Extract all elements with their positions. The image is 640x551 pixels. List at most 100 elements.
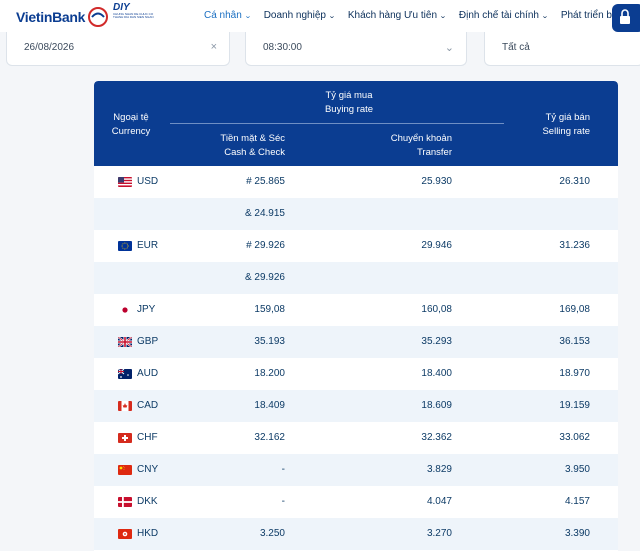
- jp-flag-icon: [118, 305, 132, 315]
- currency-code: GBP: [137, 336, 159, 347]
- table-row: CNY - 3.829 3.950: [94, 454, 618, 486]
- currency-header-en: Currency: [111, 126, 151, 137]
- transfer-header-en: Transfer: [416, 147, 452, 158]
- main-nav: Cá nhân ⌄ Doanh nghiệp ⌄ Khách hàng Ưu tiê…: [204, 10, 640, 21]
- cash-rate: 3.250: [259, 528, 285, 539]
- transfer-rate: 29.946: [421, 240, 452, 251]
- cash-header-vi: Tiền mặt & Séc: [220, 133, 285, 144]
- transfer-rate: 32.362: [421, 432, 452, 443]
- diy-certificate-badge: DIY CHUNG NHAN DE CHUC CO THANH DIA DAN …: [113, 2, 155, 28]
- cash-rate: 159,08: [254, 304, 285, 315]
- buying-header-en: Buying rate: [324, 104, 374, 115]
- nav-label: Doanh nghiệp: [263, 10, 326, 21]
- transfer-rate: 4.047: [426, 496, 452, 507]
- table-row: JPY 159,08 160,08 169,08: [94, 294, 618, 326]
- chevron-down-icon: ⌄: [328, 12, 336, 20]
- selling-rate: 3.950: [564, 464, 590, 475]
- buying-rate-header: Tỷ giá mua Buying rate: [294, 89, 404, 117]
- nav-label: Cá nhân: [204, 10, 242, 21]
- transfer-rate: 18.609: [421, 400, 452, 411]
- cash-rate: 32.162: [254, 432, 285, 443]
- eu-flag-icon: [118, 241, 132, 251]
- vietinbank-logo[interactable]: VietinBank: [16, 6, 109, 28]
- transfer-rate: 3.829: [426, 464, 452, 475]
- chevron-down-icon: ⌄: [541, 12, 549, 20]
- cash-rate: -: [281, 496, 285, 507]
- transfer-rate: 18.400: [421, 368, 452, 379]
- nav-item-dinh-che-tai-chinh[interactable]: Định chế tài chính ⌄: [458, 10, 549, 21]
- date-picker-field[interactable]: 26/08/2026 ×: [6, 32, 230, 66]
- nav-item-ca-nhan[interactable]: Cá nhân ⌄: [204, 10, 252, 21]
- date-value: 26/08/2026: [24, 42, 75, 53]
- currency-header: Ngoại tệ Currency: [111, 111, 151, 139]
- login-button[interactable]: [612, 4, 640, 32]
- table-row: CAD 18.409 18.609 19.159: [94, 390, 618, 422]
- dk-flag-icon: [118, 497, 132, 507]
- selling-header-vi: Tỷ giá bán: [545, 112, 590, 123]
- header-divider: [170, 123, 504, 124]
- currency-code: EUR: [137, 240, 159, 251]
- transfer-rate: 25.930: [421, 176, 452, 187]
- buying-header-vi: Tỷ giá mua: [325, 90, 373, 101]
- chevron-down-icon: ⌄: [444, 42, 454, 54]
- type-select-field[interactable]: Tất cả: [484, 32, 640, 66]
- table-row: CHF 32.162 32.362 33.062: [94, 422, 618, 454]
- table-row: HKD 3.250 3.270 3.390: [94, 518, 618, 550]
- time-select-field[interactable]: 08:30:00 ⌄: [245, 32, 467, 66]
- selling-rate-header: Tỷ giá bán Selling rate: [542, 111, 590, 139]
- currency-code: DKK: [137, 496, 158, 507]
- currency-code: HKD: [137, 528, 159, 539]
- cash-rate: & 29.926: [244, 272, 285, 283]
- badge-subtitle: CHUNG NHAN DE CHUC CO THANH DIA DAN SIEN…: [113, 12, 154, 19]
- nav-label: Phát triển bền vững: [560, 10, 640, 21]
- chevron-down-icon: ⌄: [243, 12, 252, 20]
- selling-rate: 36.153: [559, 336, 590, 347]
- table-header: Ngoại tệ Currency Tỷ giá mua Buying rate…: [94, 81, 618, 166]
- table-row: & 24.915: [94, 198, 618, 230]
- table-row: USD # 25.865 25.930 26.310: [94, 166, 618, 198]
- nav-label: Khách hàng Ưu tiên: [347, 10, 438, 21]
- currency-code: CHF: [137, 432, 158, 443]
- cash-rate: & 24.915: [244, 208, 285, 219]
- cash-header: Tiền mặt & Séc Cash & Check: [220, 132, 285, 160]
- type-value: Tất cả: [502, 42, 530, 53]
- cash-rate: 35.193: [254, 336, 285, 347]
- table-row: EUR # 29.926 29.946 31.236: [94, 230, 618, 262]
- currency-header-vi: Ngoại tệ: [113, 112, 149, 123]
- transfer-header-vi: Chuyển khoản: [390, 133, 452, 144]
- lock-icon: [620, 9, 630, 24]
- selling-rate: 33.062: [559, 432, 590, 443]
- currency-code: AUD: [137, 368, 159, 379]
- exchange-rate-table: Ngoại tệ Currency Tỷ giá mua Buying rate…: [94, 81, 618, 551]
- us-flag-icon: [118, 177, 132, 187]
- nav-item-khach-hang-uu-tien[interactable]: Khách hàng Ưu tiên ⌄: [347, 10, 447, 21]
- cash-rate: -: [281, 464, 285, 475]
- table-row: & 29.926: [94, 262, 618, 294]
- nav-item-phat-trien-ben-vung[interactable]: Phát triển bền vững⌄: [561, 10, 640, 21]
- cash-rate: # 29.926: [246, 240, 285, 251]
- currency-code: CNY: [137, 464, 159, 475]
- clear-icon[interactable]: ×: [210, 41, 217, 53]
- cash-rate: 18.200: [254, 368, 285, 379]
- hk-flag-icon: [118, 529, 132, 539]
- cn-flag-icon: [118, 465, 132, 475]
- top-navigation-bar: VietinBank DIY CHUNG NHAN DE CHUC CO THA…: [0, 0, 640, 32]
- nav-item-doanh-nghiep[interactable]: Doanh nghiệp ⌄: [263, 10, 336, 21]
- ca-flag-icon: [118, 401, 132, 411]
- table-row: DKK - 4.047 4.157: [94, 486, 618, 518]
- selling-rate: 31.236: [559, 240, 590, 251]
- selling-rate: 19.159: [559, 400, 590, 411]
- ch-flag-icon: [118, 433, 132, 443]
- nav-label: Định chế tài chính: [458, 10, 539, 21]
- transfer-rate: 3.270: [426, 528, 452, 539]
- selling-header-en: Selling rate: [542, 126, 590, 137]
- cash-rate: # 25.865: [246, 176, 285, 187]
- selling-rate: 3.390: [564, 528, 590, 539]
- currency-code: USD: [137, 176, 159, 187]
- selling-rate: 4.157: [564, 496, 590, 507]
- chevron-down-icon: ⌄: [439, 12, 447, 20]
- currency-code: JPY: [137, 304, 156, 315]
- transfer-rate: 160,08: [421, 304, 452, 315]
- cash-rate: 18.409: [254, 400, 285, 411]
- selling-rate: 18.970: [559, 368, 590, 379]
